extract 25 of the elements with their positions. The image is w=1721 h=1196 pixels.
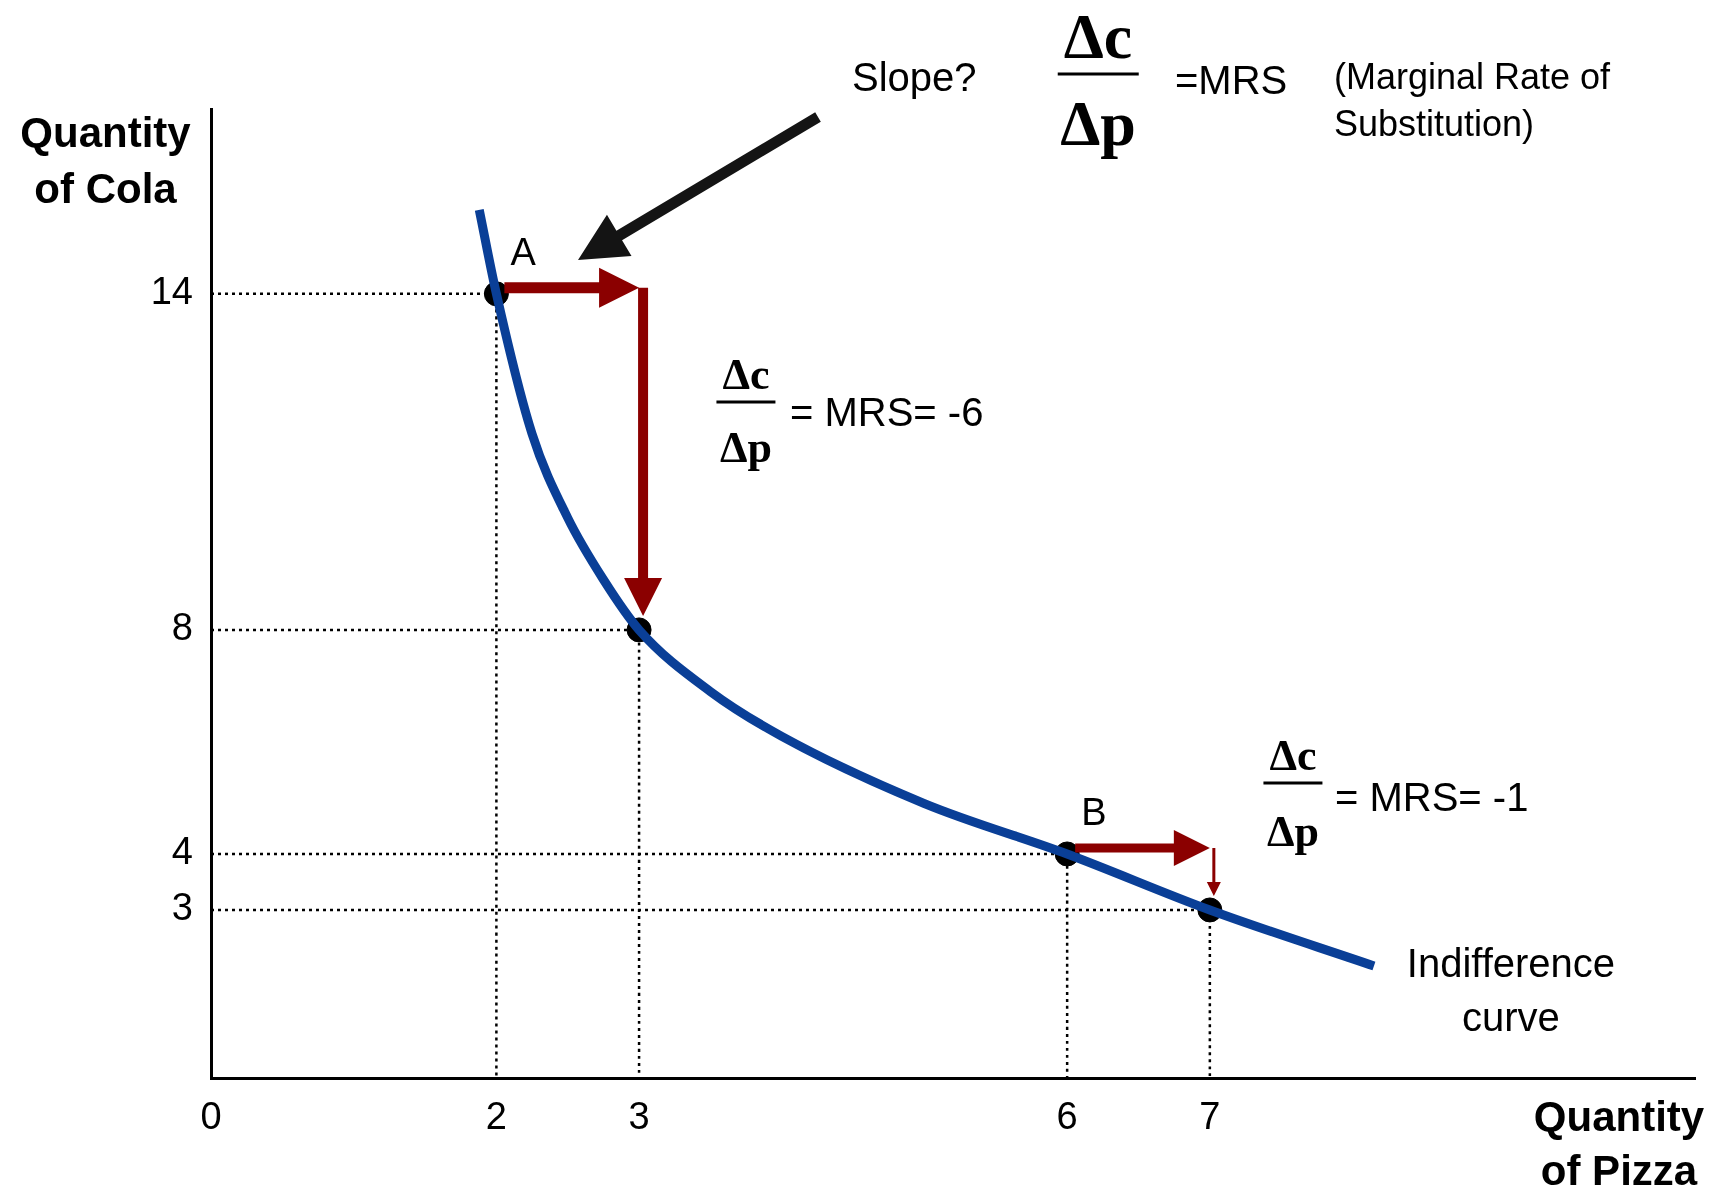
y-axis-title: Quantity of Cola (19, 108, 192, 214)
y-tick-label: 8 (171, 606, 193, 649)
y-tick-label: 4 (171, 830, 193, 873)
x-tick-label: 7 (1199, 1095, 1221, 1138)
annotation: A (510, 231, 537, 274)
series-label: Indifference curve (1405, 939, 1617, 1041)
annotation: (Marginal Rate of Substitution) (1334, 55, 1612, 146)
annotation: Δc (716, 349, 776, 404)
y-tick-label: 3 (171, 886, 193, 929)
x-tick-label: 3 (628, 1095, 650, 1138)
annotation: Δc (1263, 730, 1323, 785)
y-tick-label: 14 (150, 270, 193, 313)
x-tick-label: 2 (485, 1095, 507, 1138)
annotation: = MRS= -6 (790, 389, 984, 435)
text: Slope? (852, 54, 977, 100)
annotation: B (1081, 791, 1107, 834)
x-axis-title: Quantity of Pizza (1532, 1092, 1706, 1196)
annotation: = MRS= -1 (1335, 774, 1529, 820)
text: Δc (1062, 0, 1134, 74)
annotation: Δp (1060, 88, 1136, 159)
annotation: Δp (719, 423, 773, 472)
text: =MRS (1175, 57, 1288, 103)
annotation: Δp (1266, 807, 1320, 856)
x-tick-label: 0 (200, 1095, 222, 1138)
x-tick-label: 6 (1056, 1095, 1078, 1138)
